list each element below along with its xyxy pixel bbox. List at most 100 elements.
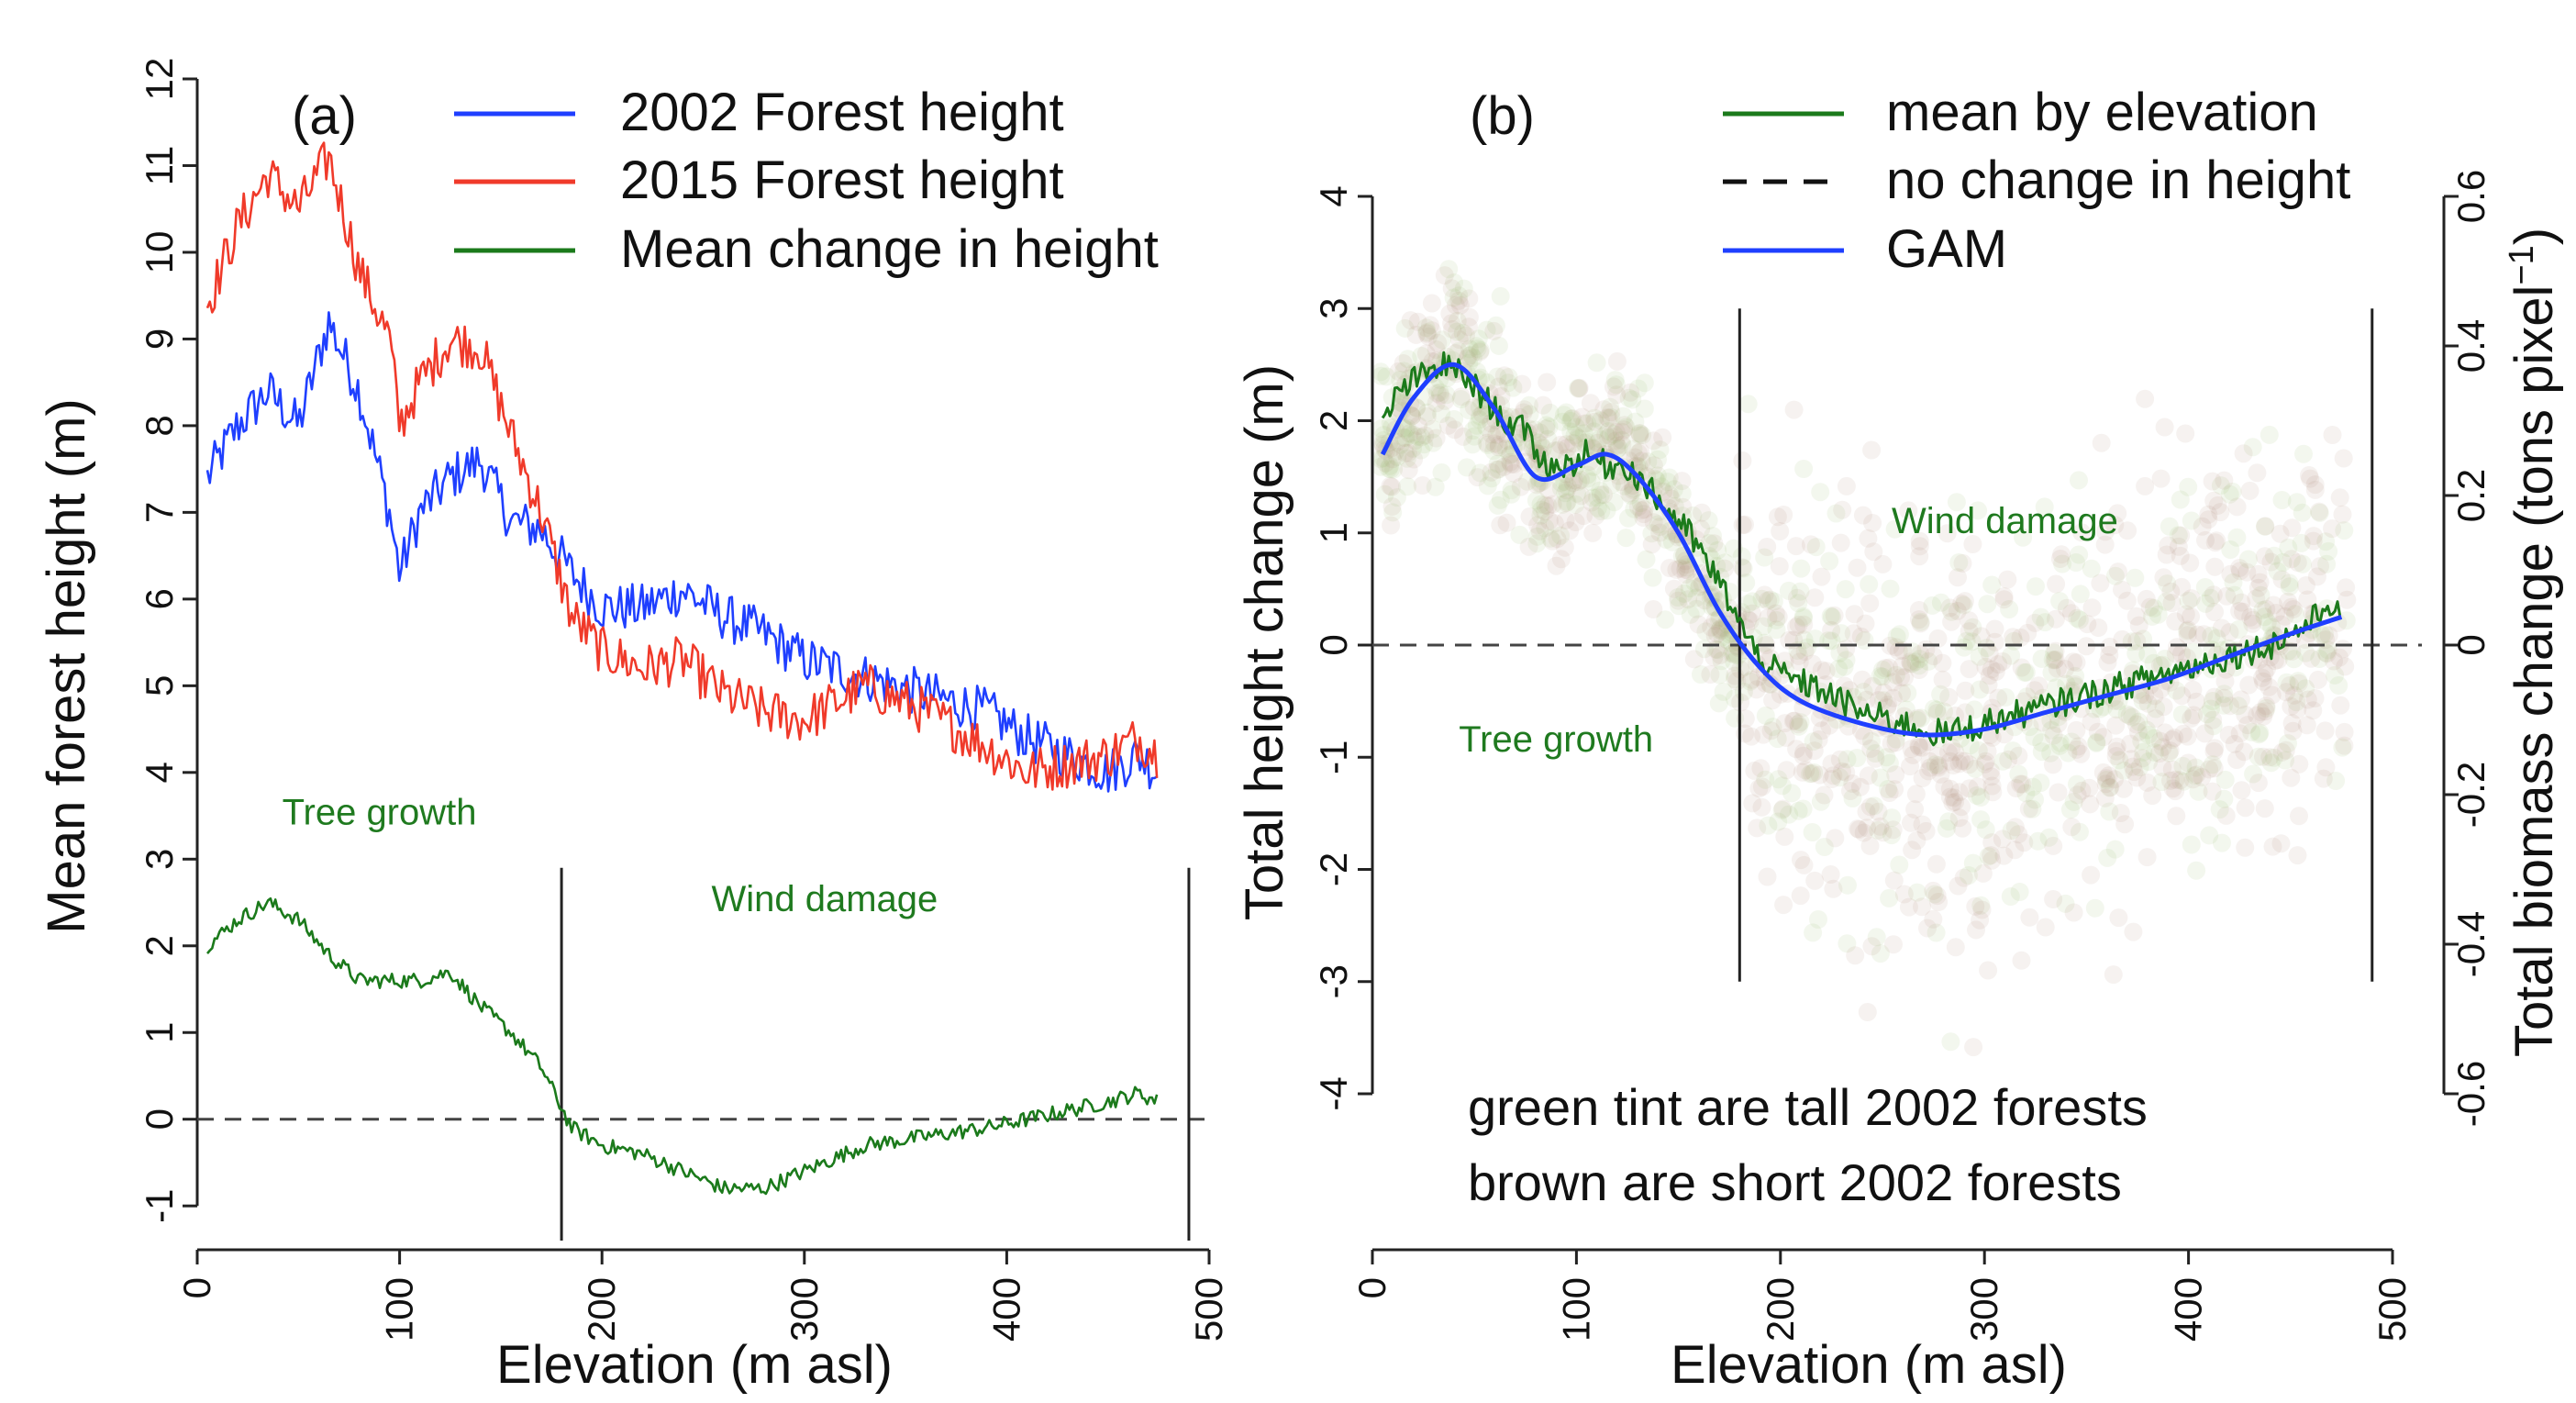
scatter-point <box>2236 798 2255 818</box>
scatter-point <box>1803 823 1822 841</box>
scatter-point <box>1789 594 1808 613</box>
scatter-point <box>1396 428 1416 447</box>
scatter-point <box>2237 562 2257 582</box>
scatter-point <box>1504 378 1523 397</box>
scatter-point <box>1926 755 1945 774</box>
scatter-point <box>1791 886 1810 906</box>
scatter-point <box>2108 504 2127 523</box>
scatter-point <box>1910 661 1928 679</box>
scatter-point <box>1660 468 1679 487</box>
scatter-point <box>1494 366 1514 385</box>
scatter-point <box>2276 740 2295 760</box>
scatter-point <box>1557 403 1576 422</box>
scatter-point <box>1458 349 1477 368</box>
scatter-point <box>1843 774 1862 793</box>
scatter-point <box>2255 547 2274 566</box>
scatter-point <box>2014 528 2033 547</box>
scatter-point <box>1763 718 1782 737</box>
scatter-point <box>1606 423 1626 441</box>
scatter-point <box>1460 307 1479 327</box>
scatter-point <box>2282 768 2301 787</box>
scatter-point <box>1505 455 1524 473</box>
scatter-point <box>1389 362 1408 381</box>
scatter-point <box>2186 758 2205 777</box>
scatter-point <box>1923 596 1942 615</box>
scatter-point <box>1860 836 1880 855</box>
scatter-point <box>1849 820 1869 839</box>
scatter-point <box>1527 491 1546 510</box>
scatter-point <box>2145 729 2164 748</box>
scatter-point <box>1769 770 1788 789</box>
scatter-point <box>2298 590 2317 609</box>
scatter-point <box>1453 324 1472 342</box>
scatter-point <box>2293 503 2312 522</box>
scatter-point <box>1805 588 1825 607</box>
scatter-point <box>2091 573 2110 593</box>
scatter-point <box>1980 644 1999 663</box>
scatter-point <box>1417 403 1437 422</box>
scatter-point <box>1520 405 1539 424</box>
scatter-point <box>1501 452 1520 472</box>
scatter-point <box>1994 590 2014 609</box>
scatter-point <box>1450 295 1470 315</box>
scatter-point <box>2056 894 2075 913</box>
scatter-point <box>2094 697 2114 717</box>
scatter-point <box>1482 462 1501 482</box>
scatter-point <box>2045 643 2064 663</box>
scatter-point <box>1646 469 1665 488</box>
scatter-point <box>1460 346 1479 365</box>
scatter-point <box>1747 680 1766 699</box>
scatter-point <box>2091 699 2110 718</box>
scatter-point <box>1448 311 1467 330</box>
scatter-point <box>2234 602 2252 621</box>
scatter-point <box>2179 477 2198 496</box>
scatter-point <box>1558 439 1577 457</box>
scatter-point <box>1760 649 1780 668</box>
scatter-point <box>2289 674 2308 693</box>
scatter-point <box>1940 752 1960 771</box>
scatter-point <box>2126 568 2145 587</box>
scatter-point <box>1444 288 1463 307</box>
scatter-point <box>1417 324 1437 343</box>
y2-title-superscript: −1 <box>2503 245 2541 284</box>
scatter-point <box>2006 779 2026 797</box>
scatter-point <box>1982 698 2002 718</box>
scatter-point <box>1461 345 1481 364</box>
scatter-point <box>1572 407 1592 427</box>
scatter-point <box>1880 753 1899 773</box>
scatter-point <box>2238 550 2258 569</box>
scatter-point <box>2203 472 2222 491</box>
scatter-point <box>1827 504 1846 523</box>
scatter-point <box>1421 316 1439 335</box>
scatter-point <box>2323 519 2342 539</box>
scatter-point <box>2162 594 2182 613</box>
scatter-point <box>1411 440 1430 460</box>
panel-a-y-tick-label: -1 <box>138 1189 181 1223</box>
scatter-point <box>1949 568 1967 587</box>
scatter-point <box>1423 419 1442 439</box>
scatter-point <box>2004 628 2023 647</box>
scatter-point <box>2160 743 2179 763</box>
scatter-point <box>2095 522 2115 541</box>
scatter-point <box>1876 659 1895 678</box>
scatter-point <box>1371 366 1391 385</box>
scatter-point <box>1979 847 1998 866</box>
scatter-point <box>2326 772 2346 790</box>
scatter-point <box>1437 385 1456 405</box>
scatter-point <box>1904 745 1923 764</box>
scatter-point <box>1467 416 1486 435</box>
scatter-point <box>1578 414 1597 433</box>
scatter-point <box>2317 644 2337 663</box>
scatter-point <box>2025 681 2044 700</box>
scatter-point <box>2046 609 2065 629</box>
scatter-point <box>1789 646 1808 665</box>
scatter-point <box>2280 577 2299 596</box>
scatter-point <box>2276 751 2294 770</box>
scatter-point <box>1820 716 1839 735</box>
scatter-point <box>1710 620 1729 640</box>
scatter-point <box>1837 640 1856 659</box>
scatter-point <box>2205 739 2225 758</box>
scatter-point <box>1469 329 1488 349</box>
scatter-point <box>2169 526 2188 545</box>
scatter-point <box>2118 521 2137 540</box>
